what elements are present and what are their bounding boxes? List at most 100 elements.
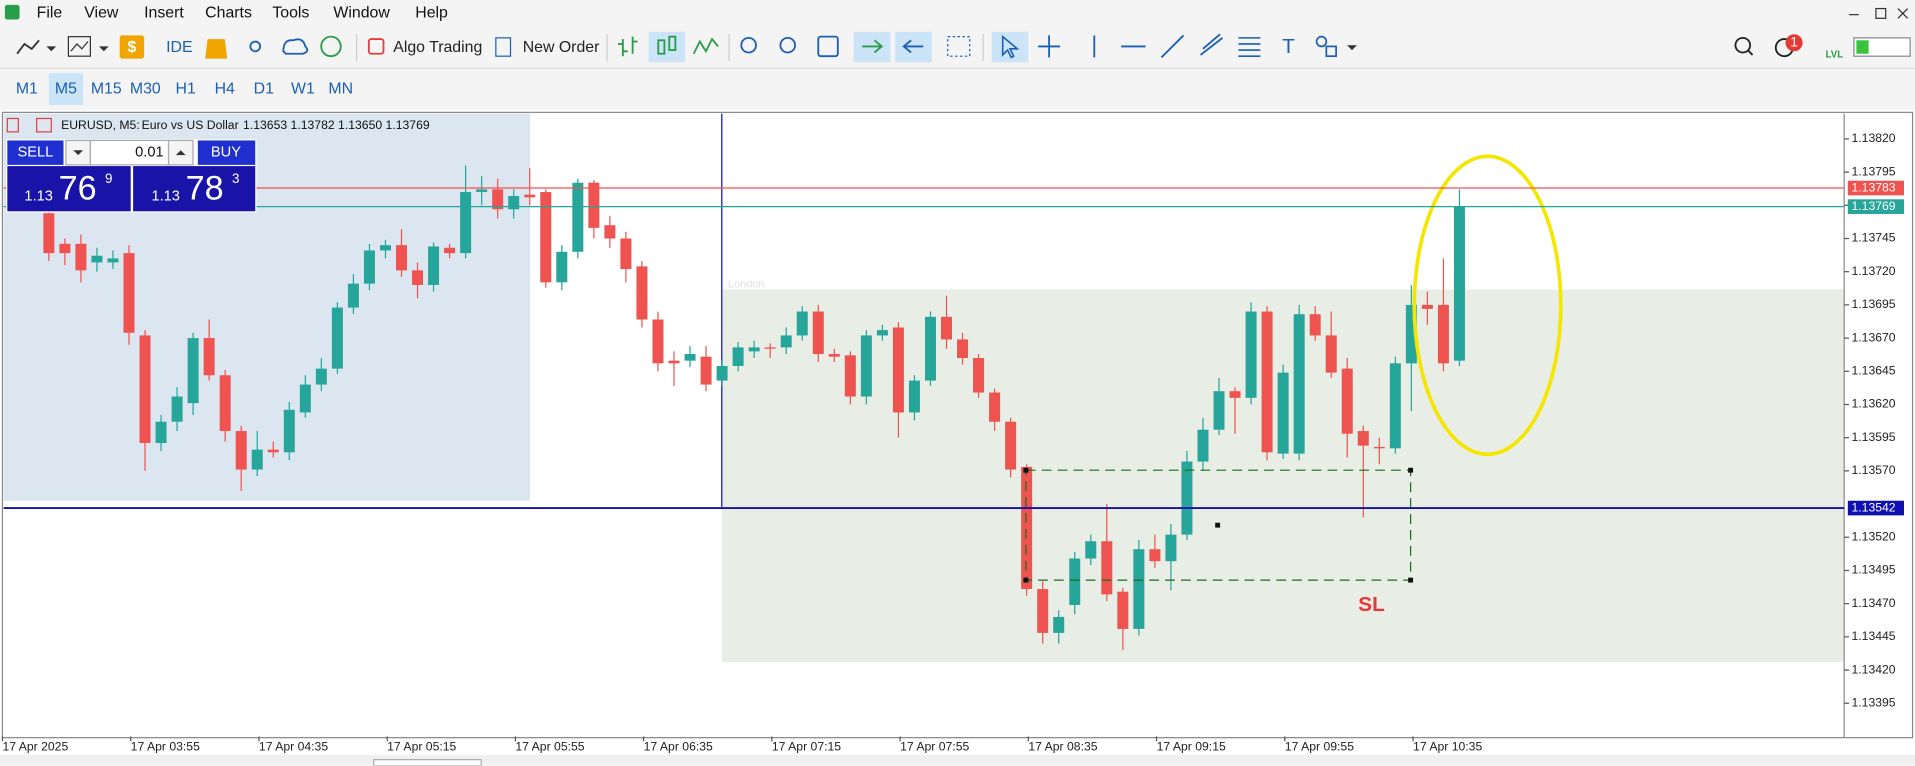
timeframe-button[interactable]: H4 — [215, 80, 235, 97]
candle-body — [828, 354, 840, 357]
zoom-in-button[interactable] — [740, 36, 757, 54]
candle-body — [187, 338, 199, 404]
candle-icon — [668, 35, 677, 51]
candle-body — [139, 335, 151, 443]
buy-label[interactable]: BUY — [211, 145, 241, 161]
candle-body — [347, 283, 359, 308]
sell-button[interactable] — [7, 140, 64, 165]
lot-input[interactable] — [89, 139, 170, 166]
sell-label[interactable]: SELL — [18, 145, 54, 161]
shapes-button[interactable] — [1315, 35, 1328, 48]
signals-button[interactable] — [249, 40, 262, 53]
candle-body — [476, 189, 488, 193]
shapes-icon — [1325, 45, 1337, 58]
fibonacci-button[interactable] — [1238, 37, 1261, 57]
candle-body — [764, 347, 776, 349]
candle-body — [1373, 446, 1385, 449]
menu-item[interactable]: View — [84, 5, 119, 22]
timeframe-button[interactable]: MN — [328, 80, 353, 97]
timeframe-button[interactable]: D1 — [254, 80, 274, 97]
menu-item[interactable]: Tools — [272, 5, 309, 22]
candle-body — [1037, 589, 1049, 633]
candle-body — [540, 192, 552, 283]
text-button[interactable]: T — [1282, 35, 1295, 58]
tile-button[interactable] — [817, 35, 839, 58]
candle-body — [91, 255, 103, 263]
x-tick-label: 17 Apr 09:15 — [1157, 740, 1226, 754]
candle-body — [315, 368, 327, 385]
x-tick-label: 17 Apr 10:35 — [1413, 740, 1482, 754]
candle-body — [412, 270, 424, 285]
template-button[interactable] — [67, 36, 91, 57]
timeframe-button[interactable]: M1 — [16, 80, 38, 97]
candle-body — [363, 250, 375, 284]
x-tick-label: 17 Apr 07:15 — [772, 740, 841, 754]
y-tick-label: 1.13720 — [1851, 264, 1895, 278]
algo-trading-button[interactable]: Algo Trading — [393, 39, 482, 56]
candle-body — [379, 245, 391, 251]
timeframe-button[interactable]: M30 — [130, 80, 161, 97]
menu-item[interactable]: Insert — [144, 5, 184, 22]
ohlc: 1.13653 1.13782 1.13650 1.13769 — [243, 118, 430, 132]
price-label-background — [1847, 180, 1905, 196]
timeframe-button[interactable]: M5 — [55, 80, 77, 97]
order-icon — [495, 37, 512, 57]
candle-body — [684, 354, 696, 361]
axes: 1.138201.137951.137701.137451.137201.136… — [1, 131, 1905, 754]
cursor-button[interactable] — [1001, 34, 1020, 59]
services-button[interactable] — [320, 35, 342, 58]
menu-item[interactable]: File — [37, 5, 63, 22]
vps-button[interactable] — [282, 38, 309, 55]
candle-body — [1181, 461, 1193, 535]
timeframe-button[interactable]: M15 — [91, 80, 122, 97]
dropdown-arrow[interactable] — [46, 46, 57, 52]
timeframe-button[interactable]: W1 — [291, 80, 315, 97]
candle-body — [876, 330, 888, 336]
autoscroll-button[interactable] — [862, 39, 884, 54]
candle-body — [556, 251, 568, 283]
candle-body — [652, 319, 664, 364]
ide-button[interactable]: IDE — [166, 39, 192, 56]
timeframe-button[interactable]: H1 — [175, 80, 195, 97]
screenshot-button[interactable] — [947, 36, 971, 57]
arrow-down — [73, 150, 84, 156]
candle-body — [155, 421, 167, 443]
status-strip — [0, 754, 1915, 766]
bid-box[interactable] — [7, 166, 131, 212]
menu-item[interactable]: Help — [415, 5, 448, 22]
zoom-out-button[interactable] — [779, 36, 796, 54]
close-button[interactable] — [1897, 8, 1909, 19]
candle-chart-button[interactable] — [657, 39, 666, 55]
crosshair-button[interactable] — [1038, 35, 1061, 58]
bid-fraction: 9 — [105, 171, 112, 186]
menu-item[interactable]: Charts — [205, 5, 252, 22]
lot-value[interactable]: 0.01 — [135, 145, 164, 161]
line-chart-button[interactable] — [692, 37, 719, 55]
bid-big: 1.13 — [24, 189, 53, 205]
handle — [1023, 577, 1029, 583]
session-label: London — [728, 278, 765, 290]
new-order-button[interactable]: New Order — [523, 39, 600, 56]
restore-button[interactable] — [1875, 7, 1887, 19]
ask-box[interactable] — [133, 166, 256, 212]
candle-body — [716, 365, 728, 381]
market-button[interactable] — [119, 35, 145, 59]
bar-chart-button[interactable] — [617, 36, 638, 57]
window-controls — [1849, 7, 1909, 19]
y-tick-label: 1.13820 — [1851, 131, 1895, 145]
candle-body — [796, 311, 808, 336]
dropdown-arrow[interactable] — [98, 46, 109, 52]
dropdown-arrow[interactable] — [1347, 45, 1357, 51]
session-zone — [721, 289, 1845, 662]
channel-button[interactable] — [1199, 33, 1224, 56]
buy-button[interactable] — [197, 140, 256, 165]
shift-button[interactable] — [902, 39, 924, 54]
chart-type-button[interactable] — [16, 39, 40, 55]
candle-body — [1117, 591, 1129, 629]
search-button[interactable] — [1734, 36, 1752, 54]
market-bag[interactable] — [205, 39, 228, 59]
y-tick-label: 1.13420 — [1851, 662, 1895, 676]
menu-item[interactable]: Window — [333, 5, 390, 22]
trendline-button[interactable] — [1160, 34, 1185, 59]
x-tick-label: 17 Apr 08:35 — [1028, 740, 1097, 754]
